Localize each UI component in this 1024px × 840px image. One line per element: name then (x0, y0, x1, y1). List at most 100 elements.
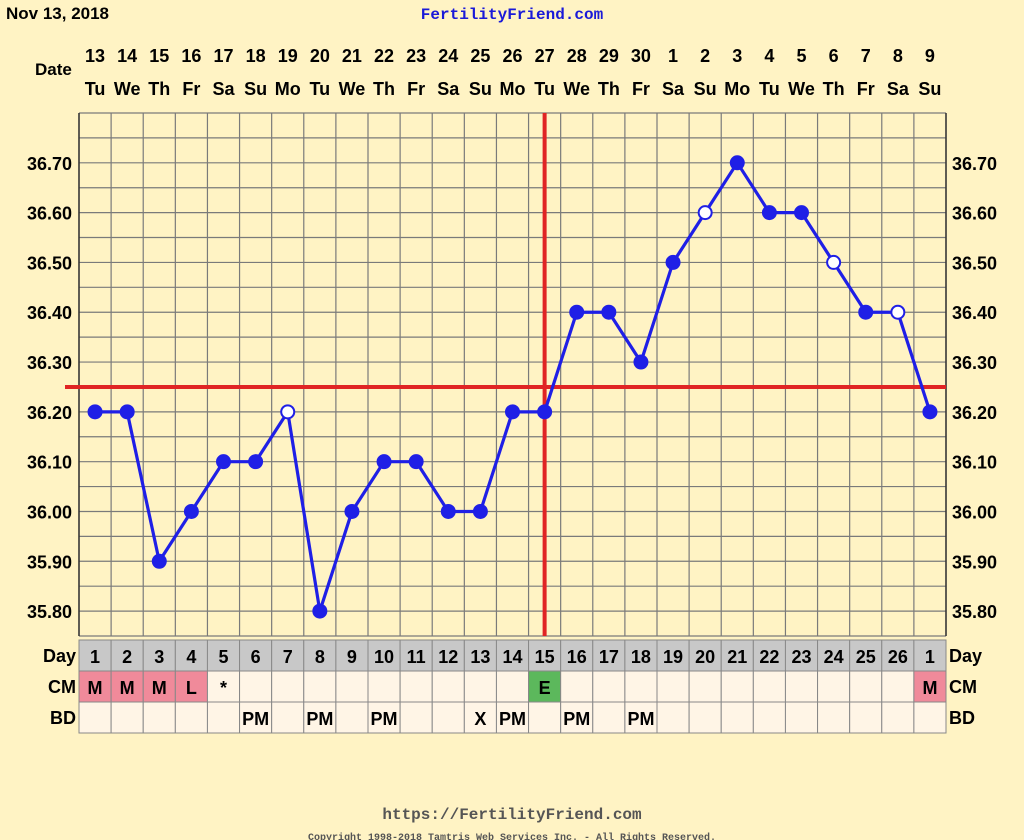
cm-cell-label: E (539, 678, 551, 698)
weekday-tick-label: We (563, 79, 590, 99)
site-title[interactable]: FertilityFriend.com (421, 6, 604, 24)
weekday-tick-label: Mo (500, 79, 526, 99)
cm-cell (367, 670, 401, 703)
weekday-tick-label: Sa (437, 79, 460, 99)
date-tick-label: 16 (181, 46, 201, 66)
temperature-point (601, 304, 617, 320)
date-tick-label: 17 (213, 46, 233, 66)
y-tick-label-left: 36.00 (27, 502, 72, 522)
bd-cell (688, 701, 722, 734)
day-cell-label: 12 (438, 647, 458, 667)
y-tick-label-right: 36.00 (952, 502, 997, 522)
cm-cell (431, 670, 465, 703)
y-tick-label-right: 36.60 (952, 204, 997, 224)
y-tick-label-right: 36.50 (952, 253, 997, 273)
weekday-tick-label: Fr (857, 79, 875, 99)
temperature-point (183, 503, 199, 519)
bd-cell-label: PM (499, 709, 526, 729)
y-tick-label-right: 35.80 (952, 602, 997, 622)
day-cell-label: 2 (122, 647, 132, 667)
weekday-tick-label: Su (469, 79, 492, 99)
bd-cell-label: PM (242, 709, 269, 729)
day-cell (271, 639, 305, 672)
y-tick-label-right: 36.40 (952, 303, 997, 323)
date-tick-label: 5 (796, 46, 806, 66)
weekday-tick-label: Tu (310, 79, 331, 99)
temperature-point (794, 205, 809, 221)
day-cell-label: 26 (888, 647, 908, 667)
cm-cell (592, 670, 626, 703)
cm-cell-label: M (120, 678, 135, 698)
y-tick-label-right: 35.90 (952, 552, 997, 572)
temperature-series (87, 155, 938, 619)
day-cell-label: 5 (218, 647, 228, 667)
bd-cell (592, 701, 626, 734)
bd-cell (656, 701, 690, 734)
temperature-point (472, 503, 488, 519)
row-label-cm-right: CM (949, 677, 977, 697)
y-tick-label-left: 36.60 (27, 204, 72, 224)
row-label-bd: BD (50, 708, 76, 728)
cm-cell (174, 670, 208, 703)
bd-cell-label: X (474, 709, 486, 729)
bd-cell (78, 701, 112, 734)
weekday-tick-label: Tu (759, 79, 780, 99)
temperature-axis: 36.70 36.70 36.60 36.60 36.50 36.50 36.40 36.40… (27, 154, 997, 622)
cm-cell-label: M (922, 678, 937, 698)
bd-cell (495, 701, 530, 734)
cm-cell-label: M (152, 678, 167, 698)
y-tick-label-right: 36.30 (952, 353, 997, 373)
bd-cell-label: PM (627, 709, 654, 729)
day-cell-label: 14 (502, 647, 522, 667)
weekday-tick-label: Fr (407, 79, 425, 99)
day-cell-label: 9 (347, 647, 357, 667)
weekday-tick-label: Mo (275, 79, 301, 99)
y-tick-label-left: 36.40 (27, 303, 72, 323)
temperature-point (569, 304, 585, 320)
temperature-point (697, 205, 713, 221)
date-tick-label: 22 (374, 46, 394, 66)
date-tick-label: 4 (764, 46, 774, 66)
temperature-point (440, 503, 456, 519)
date-tick-label: 9 (925, 46, 935, 66)
day-cell-label: 18 (631, 647, 651, 667)
cm-cell (784, 670, 819, 703)
temperature-point (729, 155, 745, 171)
day-cell-label: 15 (535, 647, 555, 667)
cm-cell (720, 670, 754, 703)
day-cell (817, 639, 851, 672)
temperature-point (922, 404, 938, 420)
weekday-tick-label: We (788, 79, 815, 99)
date-tick-label: 24 (438, 46, 458, 66)
bd-cell (271, 701, 305, 734)
temperature-point (119, 404, 135, 420)
y-tick-label-left: 36.30 (27, 353, 72, 373)
temperature-grid (78, 112, 947, 637)
footer-url[interactable]: https://FertilityFriend.com (382, 806, 642, 824)
bd-cell (720, 701, 754, 734)
day-cell-label: 8 (315, 647, 325, 667)
temperature-point (505, 404, 520, 420)
temperature-point (312, 603, 328, 619)
day-cell-label: 17 (599, 647, 619, 667)
date-tick-label: 21 (342, 46, 362, 66)
row-label-day-right: Day (949, 646, 982, 666)
date-tick-label: 8 (893, 46, 903, 66)
day-cell-label: 16 (567, 647, 587, 667)
day-cell-label: 6 (251, 647, 261, 667)
y-tick-label-right: 36.10 (952, 453, 997, 473)
day-cell (174, 639, 208, 672)
temperature-point (280, 404, 296, 420)
day-cell-label: 25 (856, 647, 876, 667)
day-cell (399, 639, 433, 672)
footer-copyright: Copyright 1998-2018 Tamtris Web Services… (308, 832, 716, 840)
cm-cell (271, 670, 305, 703)
day-cell (849, 639, 883, 672)
weekday-tick-label: Sa (662, 79, 685, 99)
weekday-tick-label: Su (918, 79, 941, 99)
date-tick-label: 6 (829, 46, 839, 66)
cm-cell (399, 670, 433, 703)
date-tick-label: 7 (861, 46, 871, 66)
weekday-tick-label: Su (244, 79, 267, 99)
date-tick-label: 29 (599, 46, 619, 66)
